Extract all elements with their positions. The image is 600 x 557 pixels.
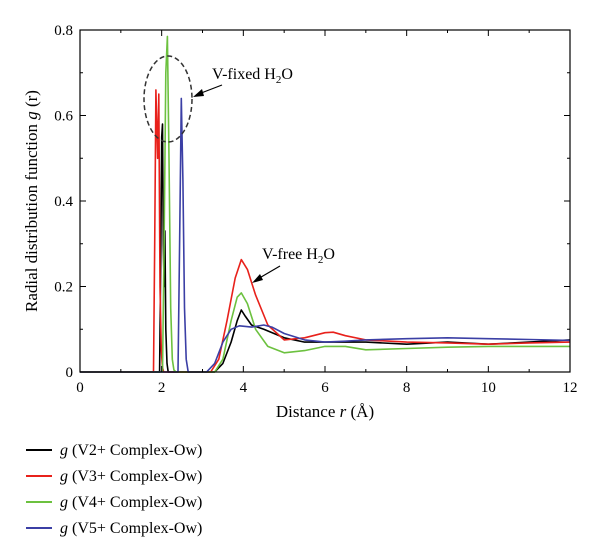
x-tick-label: 10 — [481, 380, 496, 396]
series-line-4 — [80, 97, 571, 373]
free-water-arrow — [252, 265, 281, 283]
y-tick-label: 0.2 — [54, 280, 73, 296]
free-water-label: V-free H2O — [262, 246, 335, 266]
series-line-3 — [80, 35, 570, 373]
x-tick-label: 2 — [158, 380, 166, 396]
legend-label: g (V2+ Complex-Ow) — [60, 442, 202, 459]
series-line-1 — [80, 123, 571, 373]
legend: g (V2+ Complex-Ow) g (V3+ Complex-Ow) g (V… — [26, 442, 202, 537]
fixed-water-ellipse — [143, 55, 193, 143]
x-tick-label: 4 — [240, 380, 248, 396]
y-axis-title: Radial distribution function g (r) — [22, 90, 41, 312]
x-tick-label: 8 — [403, 380, 411, 396]
series-layer — [80, 35, 571, 373]
fixed-water-label: V-fixed H2O — [212, 66, 293, 86]
legend-label: g (V5+ Complex-Ow) — [60, 520, 202, 537]
y-tick-label: 0 — [66, 365, 74, 381]
tick-layer: 0 2 4 6 8 10 12 0 0.2 0.4 0.6 0.8 — [54, 23, 577, 396]
x-axis-title: Distance r (Å) — [276, 402, 374, 421]
y-tick-label: 0.8 — [54, 23, 73, 39]
legend-label: g (V4+ Complex-Ow) — [60, 494, 202, 511]
x-tick-label: 6 — [321, 380, 329, 396]
y-tick-label: 0.6 — [54, 109, 73, 125]
legend-label: g (V3+ Complex-Ow) — [60, 468, 202, 485]
x-tick-label: 12 — [563, 380, 578, 396]
fixed-water-arrow — [193, 84, 223, 97]
y-tick-label: 0.4 — [54, 194, 73, 210]
x-tick-label: 0 — [76, 380, 84, 396]
